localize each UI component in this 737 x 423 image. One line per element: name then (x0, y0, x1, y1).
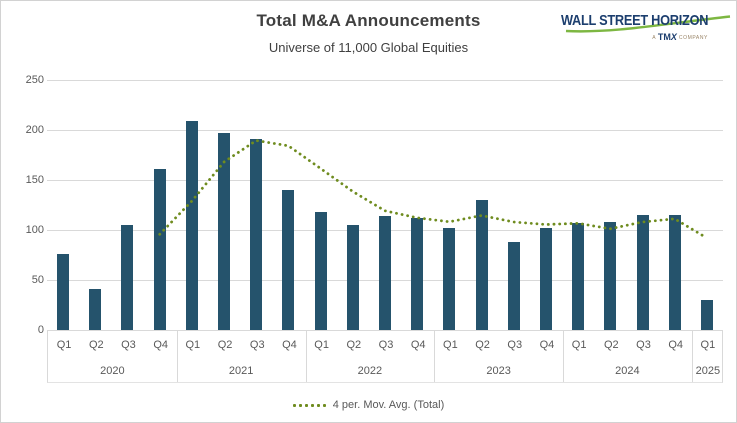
bar-5 (218, 133, 231, 330)
year-group-separator (305, 331, 307, 382)
quarter-label-2024-Q1: Q1 (571, 339, 587, 351)
legend-dot (298, 403, 302, 407)
bar-16 (572, 223, 585, 330)
bar-10 (379, 216, 391, 330)
logo-tagline-a: A (652, 35, 656, 41)
year-group-separator (434, 331, 436, 382)
quarter-label-2020-Q4: Q4 (153, 339, 168, 351)
bar-20 (700, 300, 713, 330)
chart-legend: 4 per. Mov. Avg. (Total) (1, 396, 736, 414)
y-tick-label-200: 200 (25, 124, 44, 136)
quarter-label-2020-Q1: Q1 (56, 339, 72, 351)
quarter-label-2025-Q1: Q1 (700, 339, 716, 351)
year-group-separator (691, 331, 693, 382)
y-tick-label-150: 150 (25, 174, 44, 186)
quarter-label-2024-Q2: Q2 (603, 339, 619, 351)
quarter-label-2021-Q2: Q2 (217, 339, 233, 351)
logo-tmx-text: TMX (657, 32, 677, 42)
bar-6 (250, 139, 263, 330)
quarter-label-2021-Q4: Q4 (282, 339, 297, 351)
plot-area (47, 80, 723, 330)
bar-7 (282, 190, 295, 330)
quarter-label-2022-Q4: Q4 (410, 339, 426, 351)
year-label-2020: 2020 (100, 365, 125, 377)
quarter-label-2023-Q2: Q2 (475, 339, 490, 351)
quarter-label-2023-Q3: Q3 (507, 339, 523, 351)
quarter-label-2022-Q2: Q2 (346, 339, 362, 351)
bar-11 (411, 218, 424, 330)
year-label-2025: 2025 (695, 365, 721, 377)
y-tick-label-0: 0 (37, 324, 44, 336)
gridline-250 (47, 80, 723, 81)
year-group-separator (563, 331, 565, 382)
quarter-label-2022-Q3: Q3 (378, 339, 394, 351)
wall-street-horizon-logo: WALL STREET HORIZON A TMX COMPANY (560, 10, 732, 48)
quarter-label-2023-Q4: Q4 (539, 339, 555, 351)
logo-brand-text: WALL STREET HORIZON (560, 12, 708, 29)
quarter-label-2022-Q1: Q1 (314, 339, 329, 351)
bar-15 (539, 228, 552, 330)
legend-dot (322, 403, 326, 407)
bar-3 (153, 169, 166, 330)
legend-dot (304, 403, 308, 407)
year-label-2021: 2021 (228, 365, 254, 377)
legend-dot (316, 403, 320, 407)
logo-tagline-company: COMPANY (678, 35, 708, 41)
chart-subtitle: Universe of 11,000 Global Equities (268, 40, 469, 55)
quarter-label-2024-Q4: Q4 (668, 339, 684, 351)
bar-9 (346, 225, 359, 330)
bar-4 (185, 121, 198, 330)
quarter-label-2021-Q3: Q3 (249, 339, 265, 351)
quarter-label-2020-Q2: Q2 (88, 339, 104, 351)
moving-average-legend-marker-icon (292, 403, 326, 407)
bar-8 (314, 212, 327, 330)
year-group-separator (176, 331, 178, 382)
year-label-2023: 2023 (486, 365, 511, 377)
logo-swoosh-icon (565, 15, 731, 33)
logo-tmx-x: X (670, 32, 677, 42)
y-tick-label-50: 50 (31, 274, 44, 286)
bar-1 (89, 289, 102, 330)
bar-13 (475, 200, 488, 330)
gridline-150 (47, 180, 723, 181)
legend-label: 4 per. Mov. Avg. (Total) (332, 399, 445, 411)
logo-tagline: A TMX COMPANY (652, 32, 708, 42)
chart-title: Total M&A Announcements (256, 11, 481, 30)
year-label-2022: 2022 (357, 365, 383, 377)
x-axis-category-table: Q1 Q2 Q3 Q4 2020 Q1 Q2 Q3 Q4 2021 Q1 Q2 Q3 Q4 2022 Q1 Q2… (47, 330, 723, 383)
quarter-label-2020-Q3: Q3 (121, 339, 136, 351)
gridline-200 (47, 130, 723, 131)
quarter-label-2024-Q3: Q3 (636, 339, 651, 351)
y-tick-label-250: 250 (25, 74, 44, 86)
bar-19 (668, 215, 681, 330)
legend-dot (310, 403, 314, 407)
bar-0 (57, 254, 70, 330)
legend-dot (292, 403, 296, 407)
bar-12 (443, 228, 456, 330)
bar-17 (604, 222, 617, 330)
bar-14 (507, 242, 520, 330)
bar-2 (121, 225, 134, 330)
bar-18 (636, 215, 649, 330)
y-axis-labels: 0 50 100 150 200 250 (1, 74, 44, 336)
year-label-2024: 2024 (615, 365, 640, 377)
quarter-label-2021-Q1: Q1 (185, 339, 201, 351)
y-tick-label-100: 100 (25, 224, 44, 236)
quarter-label-2023-Q1: Q1 (443, 339, 458, 351)
